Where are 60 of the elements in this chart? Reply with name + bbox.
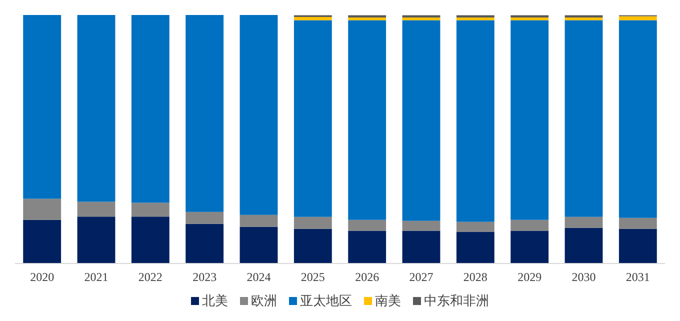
bar [23, 220, 62, 263]
bar [77, 216, 116, 263]
bar [240, 226, 278, 263]
bar [186, 212, 224, 224]
bar [294, 16, 332, 20]
legend-label: 南美 [375, 293, 401, 309]
x-tick-label: 2020 [30, 270, 54, 284]
bar [77, 202, 116, 217]
bar [23, 15, 62, 199]
bar [348, 20, 386, 220]
bar [456, 222, 494, 232]
legend-label: 亚太地区 [300, 294, 352, 309]
legend-label: 北美 [202, 293, 228, 309]
bar [402, 220, 440, 231]
bar [510, 20, 549, 220]
bar [564, 20, 603, 217]
bar [618, 218, 657, 229]
x-tick-label: 2026 [355, 270, 380, 284]
bar [618, 20, 657, 218]
x-tick-label: 2029 [518, 270, 542, 284]
bar [456, 20, 494, 222]
bar [510, 220, 549, 231]
x-tick-label: 2023 [192, 270, 217, 284]
x-tick-label: 2030 [572, 270, 596, 284]
bar [240, 214, 278, 227]
bar [618, 16, 657, 20]
x-tick-label: 2025 [300, 270, 325, 284]
bar [77, 15, 116, 202]
bar [564, 228, 603, 263]
bar [348, 230, 386, 263]
bar [402, 20, 440, 221]
x-tick-label: 2028 [463, 270, 488, 284]
bar [402, 17, 440, 20]
x-tick-label: 2024 [246, 270, 271, 284]
bar [564, 216, 603, 228]
bar [240, 15, 278, 215]
bar [564, 17, 603, 20]
x-tick-label: 2022 [138, 270, 162, 284]
bar [131, 202, 170, 217]
bar [348, 220, 386, 231]
bar [294, 216, 332, 229]
bar [294, 20, 332, 217]
x-tick-label: 2021 [84, 270, 108, 284]
x-tick-label: 2031 [626, 270, 650, 284]
bar [510, 230, 549, 263]
bar [131, 216, 170, 263]
bar [510, 17, 549, 20]
bar [23, 198, 62, 220]
bar [402, 230, 440, 263]
bar [294, 228, 332, 263]
bar [186, 224, 224, 263]
bar [456, 17, 494, 20]
bar [456, 232, 494, 263]
bar [131, 15, 170, 203]
bar [348, 17, 386, 20]
legend-label: 中东和非洲 [424, 294, 489, 309]
legend-label: 欧洲 [251, 294, 277, 309]
x-tick-label: 2027 [409, 270, 434, 284]
bar [186, 15, 224, 212]
bar [618, 228, 657, 263]
